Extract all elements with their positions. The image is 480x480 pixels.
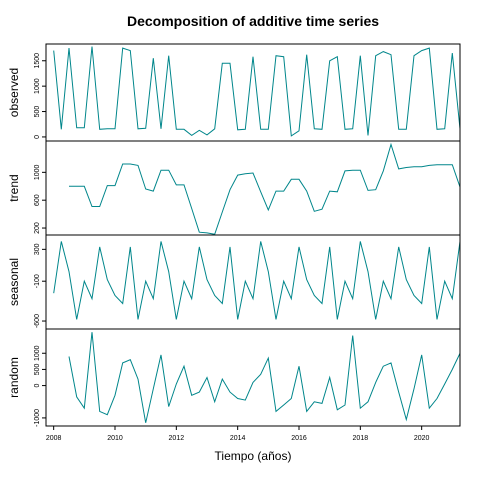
observed-y-tick-label: 0: [34, 135, 41, 139]
panel-observed: 0 500 1000 1500 observed: [7, 43, 461, 142]
panel-trend: 200 600 1000 trend: [7, 140, 461, 236]
seasonal-y-tick-label: -600: [34, 314, 41, 328]
x-tick-label: 2012: [169, 435, 185, 442]
observed-panel-label: observed: [7, 68, 21, 117]
seasonal-panel-label: seasonal: [7, 258, 21, 306]
x-tick-label: 2016: [291, 435, 307, 442]
panel-seasonal: -600 -100 300 seasonal: [7, 234, 461, 330]
seasonal-y-tick-label: 300: [34, 243, 41, 255]
trend-series-line: [69, 142, 460, 235]
x-tick-label: 2018: [353, 435, 369, 442]
x-tick-label: 2020: [414, 435, 430, 442]
x-tick-label: 2008: [46, 435, 62, 442]
observed-y-tick-label: 1500: [34, 53, 41, 69]
x-tick-label: 2010: [107, 435, 123, 442]
x-tick-label: 2014: [230, 435, 246, 442]
random-series-line: [68, 332, 460, 423]
random-panel-frame: [45, 328, 461, 427]
trend-y-tick-label: 1000: [34, 164, 41, 180]
trend-panel-frame: [45, 140, 461, 236]
seasonal-series-line: [53, 241, 460, 320]
random-y-tick-label: 1000: [34, 345, 41, 361]
random-y-tick-label: -1000: [34, 409, 41, 427]
random-y-tick-label: 0: [34, 384, 41, 388]
panel-random: -1000 0 500 1000 random: [7, 328, 461, 427]
chart-title: Decomposition of additive time series: [127, 13, 379, 29]
observed-y-tick-label: 1000: [34, 78, 41, 94]
x-axis: 2008 2010 2012 2014 2016 2018 2020: [46, 426, 430, 442]
random-y-tick-label: 500: [34, 363, 41, 375]
trend-y-tick-label: 600: [34, 194, 41, 206]
observed-y-tick-label: 500: [34, 106, 41, 118]
observed-series-line: [53, 46, 460, 137]
random-panel-label: random: [7, 357, 21, 398]
trend-y-tick-label: 200: [34, 222, 41, 234]
seasonal-y-tick-label: -100: [34, 274, 41, 288]
x-axis-label: Tiempo (años): [215, 449, 292, 463]
trend-panel-label: trend: [7, 174, 21, 201]
